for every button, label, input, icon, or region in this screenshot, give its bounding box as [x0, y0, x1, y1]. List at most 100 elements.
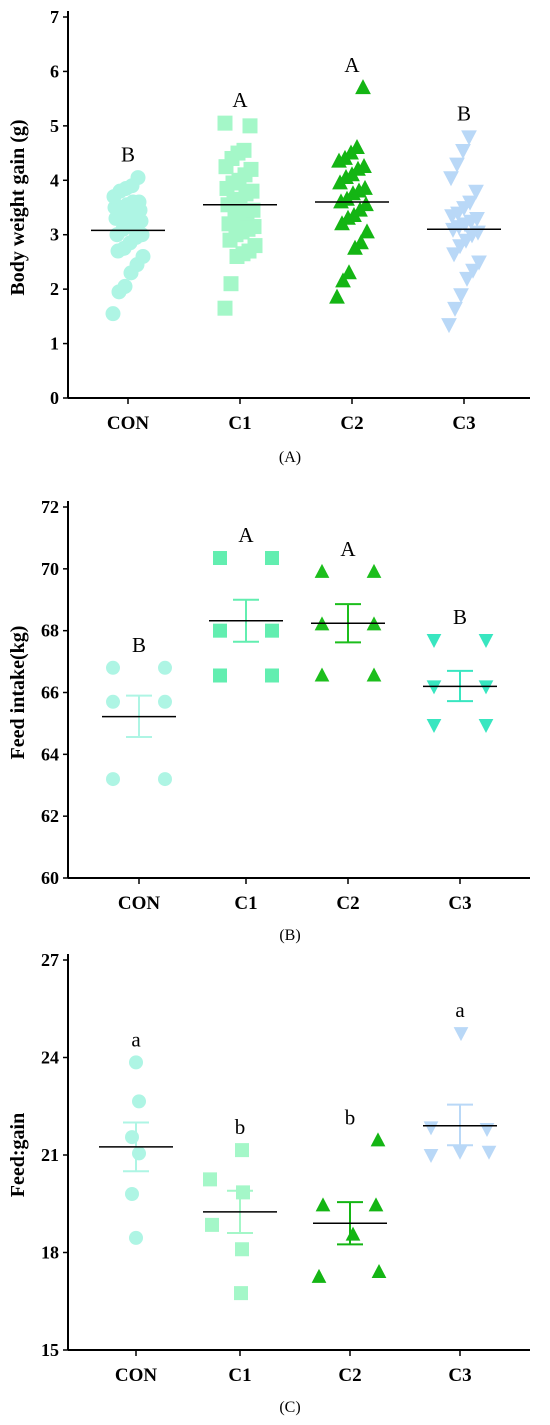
- x-tick-label: C2: [336, 893, 359, 914]
- panel-label: (A): [279, 449, 301, 466]
- triangle-up-marker: [370, 1132, 386, 1147]
- square-marker: [217, 115, 233, 131]
- y-tick-label: 7: [50, 7, 59, 27]
- triangle-up-marker: [357, 179, 373, 195]
- triangle-down-marker: [469, 212, 485, 228]
- y-tick-label: 0: [50, 388, 59, 408]
- triangle-down-marker: [468, 184, 484, 200]
- x-tick-label: C1: [228, 413, 251, 434]
- triangle-down-marker: [461, 130, 477, 146]
- y-tick-label: 5: [50, 116, 59, 136]
- square-marker: [213, 623, 227, 638]
- triangle-down-marker: [423, 1121, 439, 1136]
- circle-marker: [105, 306, 121, 322]
- x-tick-label: CON: [118, 893, 161, 914]
- circle-marker: [106, 772, 120, 787]
- y-tick-label: 18: [41, 1243, 59, 1263]
- triangle-down-marker: [452, 1145, 468, 1160]
- square-marker: [246, 219, 262, 235]
- square-marker: [223, 276, 239, 292]
- square-marker: [235, 1242, 249, 1257]
- triangle-up-marker: [366, 563, 382, 578]
- triangle-down-marker: [481, 1145, 497, 1160]
- y-tick-label: 72: [41, 497, 59, 517]
- significance-letter: B: [453, 605, 467, 629]
- y-tick-label: 21: [41, 1145, 59, 1165]
- y-tick-label: 66: [41, 683, 59, 703]
- y-axis-title: Feed intake(kg): [7, 626, 29, 760]
- y-tick-label: 70: [41, 559, 59, 579]
- x-tick-label: C3: [448, 893, 471, 914]
- triangle-up-marker: [349, 139, 365, 155]
- triangle-up-marker: [358, 196, 374, 212]
- square-marker: [247, 238, 263, 254]
- y-axis-title: Body weight gain (g): [7, 119, 29, 295]
- square-marker: [265, 668, 279, 683]
- y-tick-label: 15: [41, 1340, 59, 1360]
- circle-marker: [130, 170, 146, 186]
- triangle-down-marker: [462, 195, 478, 211]
- y-tick-label: 64: [41, 744, 59, 764]
- circle-marker: [132, 1146, 146, 1161]
- triangle-down-marker: [455, 143, 471, 159]
- triangle-down-marker: [479, 1123, 495, 1138]
- significance-letter: A: [344, 53, 360, 77]
- panel-label: (C): [279, 1399, 300, 1416]
- significance-letter: A: [238, 523, 254, 547]
- triangle-up-marker: [353, 234, 369, 250]
- circle-marker: [158, 694, 172, 709]
- triangle-up-marker: [341, 264, 357, 280]
- panel-b-chart: 60 62 64 66 68 70 72 CON C1 C2 C3 Feed intake(kg) B A…: [7, 497, 530, 944]
- triangle-up-marker: [368, 1197, 384, 1212]
- triangle-up-marker: [315, 1197, 331, 1212]
- x-tick-label: C2: [338, 1365, 361, 1386]
- triangle-down-marker: [443, 171, 459, 187]
- circle-marker: [129, 1055, 143, 1070]
- triangle-up-marker: [359, 223, 375, 239]
- circle-marker: [106, 694, 120, 709]
- triangle-up-marker: [345, 1226, 361, 1241]
- circle-marker: [129, 1230, 143, 1245]
- y-tick-label: 27: [41, 950, 59, 970]
- triangle-down-marker: [441, 318, 457, 334]
- square-marker: [236, 142, 252, 158]
- circle-marker: [106, 660, 120, 675]
- x-tick-label: CON: [115, 1365, 158, 1386]
- triangle-down-marker: [446, 247, 462, 263]
- x-tick-label: C1: [228, 1365, 251, 1386]
- triangle-up-marker: [311, 1268, 327, 1283]
- y-tick-label: 1: [50, 334, 59, 354]
- significance-letter: B: [121, 143, 135, 167]
- square-marker: [244, 183, 260, 199]
- panel-label: (B): [279, 927, 300, 944]
- circle-marker: [117, 278, 133, 294]
- x-tick-label: CON: [107, 413, 150, 434]
- triangle-down-marker: [426, 633, 442, 648]
- y-tick-label: 24: [41, 1048, 59, 1068]
- y-tick-label: 60: [41, 868, 59, 888]
- square-marker: [242, 118, 258, 134]
- square-marker: [236, 1185, 250, 1200]
- y-tick-label: 6: [50, 61, 59, 81]
- triangle-up-marker: [356, 158, 372, 174]
- square-marker: [265, 623, 279, 638]
- triangle-down-marker: [478, 633, 494, 648]
- significance-letter: A: [232, 88, 248, 112]
- triangle-down-marker: [471, 255, 487, 271]
- panel-a-chart: 0 1 2 3 4 5 6 7 CON C1 C2 C3 Body weight gain (g) B A A…: [7, 7, 530, 466]
- square-marker: [235, 1143, 249, 1158]
- significance-letter: b: [235, 1115, 246, 1139]
- x-tick-label: C3: [452, 413, 475, 434]
- triangle-down-marker: [465, 263, 481, 279]
- triangle-down-marker: [423, 1149, 439, 1164]
- circle-marker: [158, 772, 172, 787]
- square-marker: [203, 1172, 217, 1187]
- significance-letter: A: [340, 537, 356, 561]
- triangle-down-marker: [449, 157, 465, 173]
- panel-c-chart: 15 18 21 24 27 CON C1 C2 C3 Feed:gain a b b a (C): [7, 950, 530, 1416]
- x-tick-label: C1: [234, 893, 257, 914]
- triangle-down-marker: [459, 271, 475, 287]
- y-tick-label: 4: [50, 170, 59, 190]
- significance-letter: b: [345, 1105, 356, 1129]
- square-marker: [213, 668, 227, 683]
